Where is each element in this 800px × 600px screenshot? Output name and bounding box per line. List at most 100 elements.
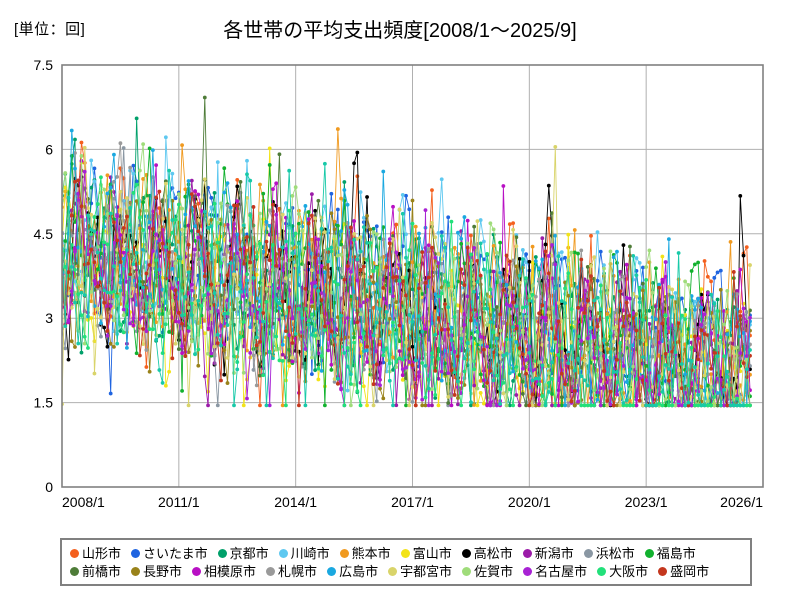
series-marker — [371, 230, 376, 235]
series-marker — [397, 263, 402, 268]
series-marker — [89, 289, 94, 294]
series-marker — [423, 363, 428, 368]
series-marker — [657, 340, 662, 345]
series-marker — [582, 403, 587, 408]
series-marker — [300, 302, 305, 306]
series-marker — [407, 360, 412, 364]
series-marker — [193, 305, 197, 310]
series-marker — [654, 398, 658, 402]
series-marker — [699, 403, 704, 408]
series-marker — [316, 336, 321, 340]
series-marker — [520, 305, 525, 310]
series-marker — [134, 179, 139, 184]
series-marker — [69, 264, 74, 269]
series-marker — [728, 403, 733, 408]
legend-item-さいたま市[interactable]: さいたま市 — [131, 547, 208, 560]
series-marker — [426, 403, 431, 408]
legend-item-盛岡市[interactable]: 盛岡市 — [658, 565, 709, 578]
series-marker — [546, 390, 551, 394]
legend-item-宇都宮市[interactable]: 宇都宮市 — [388, 565, 452, 578]
series-marker — [92, 278, 97, 283]
series-marker — [180, 321, 184, 326]
legend-item-広島市[interactable]: 広島市 — [327, 565, 378, 578]
legend-item-山形市[interactable]: 山形市 — [70, 547, 121, 560]
series-marker — [400, 244, 405, 249]
series-marker — [206, 292, 210, 297]
series-marker — [491, 350, 496, 355]
series-marker — [598, 249, 603, 254]
series-marker — [241, 236, 246, 241]
legend-item-大阪市[interactable]: 大阪市 — [597, 565, 648, 578]
series-marker — [485, 344, 490, 349]
series-marker — [95, 284, 100, 289]
series-marker — [147, 276, 152, 281]
legend-item-前橋市[interactable]: 前橋市 — [70, 565, 121, 578]
series-marker — [66, 357, 71, 362]
series-marker — [261, 249, 266, 254]
legend-item-相模原市[interactable]: 相模原市 — [192, 565, 256, 578]
series-marker — [300, 334, 305, 339]
series-marker — [202, 374, 207, 379]
series-marker — [469, 403, 473, 408]
legend-item-名古屋市[interactable]: 名古屋市 — [523, 565, 587, 578]
legend-item-高松市[interactable]: 高松市 — [461, 545, 513, 561]
series-marker — [186, 350, 191, 355]
series-marker — [456, 402, 460, 407]
series-marker — [709, 372, 713, 377]
series-marker — [193, 247, 197, 252]
series-marker — [689, 368, 694, 372]
series-marker — [628, 313, 632, 318]
series-marker — [241, 223, 246, 228]
series-marker — [118, 189, 123, 194]
series-marker — [277, 152, 282, 157]
series-marker — [676, 399, 681, 404]
series-marker — [592, 315, 597, 320]
series-marker — [572, 368, 577, 373]
legend-item-浜松市[interactable]: 浜松市 — [583, 547, 635, 560]
legend-item-札幌市[interactable]: 札幌市 — [266, 565, 317, 578]
legend-item-福島市[interactable]: 福島市 — [644, 547, 696, 560]
series-marker — [550, 392, 554, 396]
series-marker — [449, 219, 454, 224]
series-marker — [511, 379, 516, 383]
legend-item-長野市[interactable]: 長野市 — [131, 565, 182, 578]
legend-label: 高松市 — [473, 545, 513, 561]
series-marker — [615, 380, 619, 385]
series-marker — [449, 394, 454, 398]
legend-item-富山市[interactable]: 富山市 — [400, 547, 452, 560]
series-marker — [121, 146, 126, 150]
series-marker — [147, 369, 152, 374]
legend-item-新潟市[interactable]: 新潟市 — [522, 547, 574, 560]
series-marker — [365, 403, 369, 408]
legend-item-佐賀市[interactable]: 佐賀市 — [462, 565, 513, 578]
series-marker — [163, 322, 168, 327]
series-marker — [709, 292, 713, 297]
series-marker — [264, 403, 269, 408]
series-marker — [692, 307, 697, 312]
series-marker — [469, 252, 473, 257]
series-marker — [134, 320, 139, 325]
series-marker — [277, 301, 282, 306]
series-marker — [582, 358, 587, 363]
series-marker — [482, 313, 486, 317]
series-marker — [615, 370, 619, 374]
series-marker — [202, 236, 207, 241]
legend-marker-icon — [461, 548, 471, 558]
series-marker — [345, 264, 350, 269]
series-marker — [524, 260, 528, 265]
series-marker — [582, 298, 587, 303]
series-marker — [478, 241, 483, 246]
legend-marker-icon — [266, 566, 276, 576]
series-marker — [507, 303, 512, 308]
legend-item-熊本市[interactable]: 熊本市 — [339, 547, 391, 560]
legend-label: 広島市 — [339, 563, 379, 579]
series-marker — [436, 294, 441, 299]
legend-item-川崎市[interactable]: 川崎市 — [278, 547, 330, 560]
series-marker — [605, 315, 610, 320]
series-marker — [595, 397, 600, 402]
series-marker — [699, 296, 704, 300]
series-marker — [170, 242, 175, 247]
series-marker — [459, 326, 464, 331]
series-marker — [309, 299, 314, 304]
legend-item-京都市[interactable]: 京都市 — [217, 547, 269, 560]
